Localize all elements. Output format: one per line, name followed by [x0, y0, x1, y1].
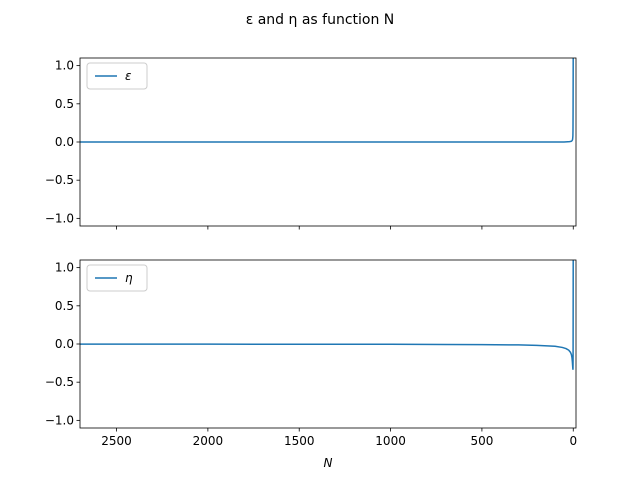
axes-epsilon: −1.0 −0.5 0.0 0.5 1.0 ε: [45, 57, 577, 230]
x-axis-label: N: [324, 456, 333, 470]
y-tick-label: 1.0: [55, 59, 74, 73]
x-tick-label: 2000: [193, 434, 224, 448]
figure-title: ε and η as function N: [246, 12, 395, 28]
series-line-eta: [80, 260, 574, 370]
legend-label: ε: [125, 69, 132, 83]
legend-label: η: [125, 271, 133, 285]
series-line-epsilon: [80, 58, 574, 143]
x-tick-label: 1500: [284, 434, 315, 448]
y-tick-label: −1.0: [45, 211, 74, 225]
y-tick-label: −0.5: [45, 375, 74, 389]
x-tick-label: 2500: [101, 434, 132, 448]
x-tick-label: 0: [569, 434, 577, 448]
legend-eta: η: [86, 264, 148, 292]
y-tick-label: −1.0: [45, 413, 74, 427]
axes-eta: −1.0 −0.5 0.0 0.5 1.0 2500 2000 1500 1000 500 0 η: [45, 259, 577, 448]
x-tick-label: 1000: [375, 434, 406, 448]
y-tick-label: 0.0: [55, 337, 74, 351]
y-tick-label: −0.5: [45, 173, 74, 187]
y-tick-label: 0.5: [55, 97, 74, 111]
x-tick-label: 500: [470, 434, 493, 448]
legend-epsilon: ε: [86, 62, 148, 90]
y-tick-label: 0.0: [55, 135, 74, 149]
y-tick-label: 1.0: [55, 261, 74, 275]
y-tick-label: 0.5: [55, 299, 74, 313]
